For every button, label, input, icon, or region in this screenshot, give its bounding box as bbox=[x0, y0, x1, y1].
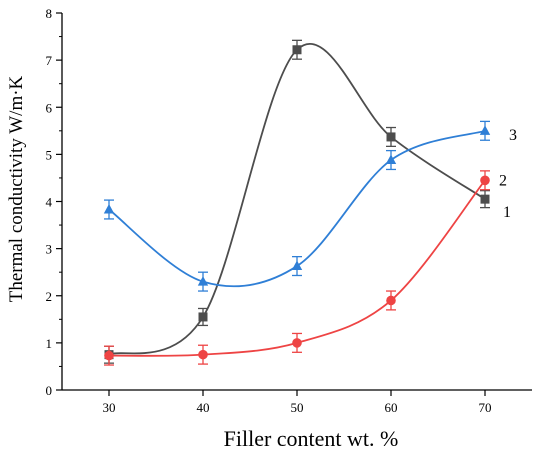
x-tick-label: 40 bbox=[197, 400, 210, 415]
data-point bbox=[292, 338, 302, 348]
data-point bbox=[292, 45, 302, 55]
axes bbox=[56, 12, 532, 396]
series-2-line bbox=[108, 179, 486, 357]
series-layer bbox=[103, 39, 491, 366]
y-tick-label: 8 bbox=[46, 6, 53, 21]
y-tick-label: 1 bbox=[46, 336, 53, 351]
y-tick-label: 5 bbox=[46, 147, 53, 162]
data-point bbox=[103, 204, 115, 214]
data-point bbox=[479, 125, 491, 135]
data-point bbox=[385, 154, 397, 165]
series-1 bbox=[104, 39, 490, 364]
y-tick-label: 6 bbox=[46, 100, 53, 115]
x-tick-label: 60 bbox=[385, 400, 398, 415]
y-tick-label: 4 bbox=[46, 195, 53, 210]
y-tick-label: 0 bbox=[46, 383, 53, 398]
series-label-3: 3 bbox=[509, 127, 517, 144]
x-tick-label: 70 bbox=[479, 400, 492, 415]
labels-layer: 0 1 2 3 4 5 6 7 8 30 40 50 60 70 1 2 3 bbox=[46, 6, 518, 415]
series-1-line bbox=[108, 42, 486, 356]
data-point bbox=[386, 295, 396, 306]
series-label-1: 1 bbox=[503, 204, 511, 221]
data-point bbox=[291, 260, 303, 271]
y-axis-title: Thermal conductivity W/m·K bbox=[6, 75, 27, 302]
y-tick-label: 7 bbox=[46, 53, 53, 68]
y-tick-label: 2 bbox=[46, 289, 53, 304]
series-label-2: 2 bbox=[499, 172, 507, 189]
data-point bbox=[104, 350, 114, 361]
x-tick-label: 50 bbox=[291, 400, 304, 415]
series-2 bbox=[104, 170, 490, 366]
data-point bbox=[480, 194, 490, 204]
x-axis-title: Filler content wt. % bbox=[224, 426, 399, 451]
data-point bbox=[480, 175, 490, 186]
data-point bbox=[198, 312, 208, 322]
data-point bbox=[386, 132, 396, 142]
y-tick-label: 3 bbox=[46, 242, 53, 257]
data-point bbox=[198, 349, 208, 360]
series-3 bbox=[103, 120, 491, 292]
x-tick-label: 30 bbox=[103, 400, 116, 415]
data-point bbox=[197, 276, 209, 286]
